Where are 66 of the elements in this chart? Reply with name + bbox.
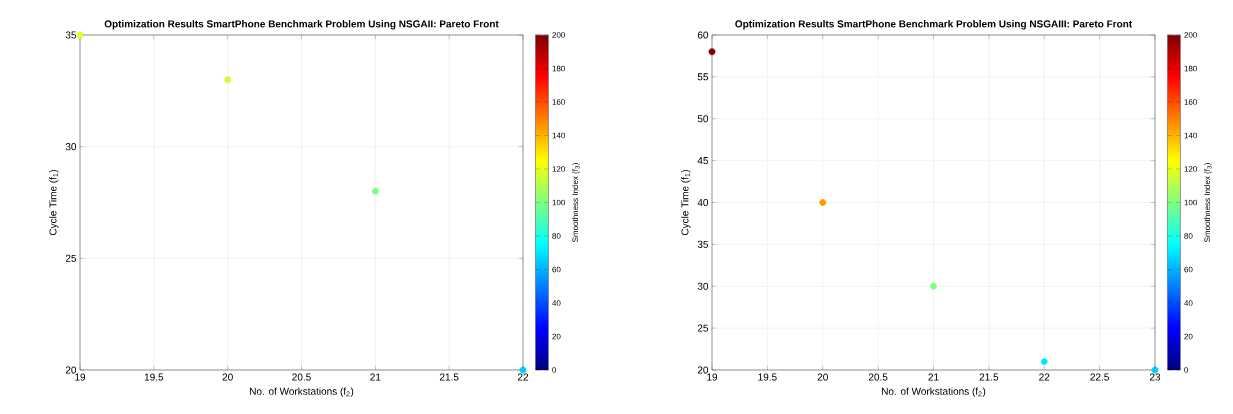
point	[1040, 358, 1048, 366]
x-tick-label: 20.5	[868, 373, 888, 381]
x-tick-label: 19	[75, 373, 86, 381]
y-axis-title: Cycle Time (f$_{1}$)	[681, 169, 691, 236]
x-axis-title: No. of Workstations (f$_{2}$)	[250, 387, 354, 397]
color-bar-label: 120	[1184, 166, 1197, 172]
color-bar-label: 20	[1184, 333, 1193, 340]
y-axis-title: Cycle Time (f$_{1}$)	[49, 169, 59, 236]
x-tick-label: 21.5	[439, 373, 459, 381]
color-bar-label: 40	[552, 300, 561, 306]
y-tick-label: 30	[65, 143, 77, 151]
point	[930, 282, 937, 290]
y-tick-label: 60	[697, 31, 709, 39]
point	[224, 76, 232, 84]
color-bar-label: 60	[1184, 266, 1193, 273]
x-tick-label: 20.5	[292, 373, 311, 381]
color-bar-title: Smoothness Index (f$_{3}$)	[1204, 163, 1212, 243]
y-tick-label: 55	[697, 73, 709, 81]
x-tick-label: 19.5	[758, 373, 777, 381]
chart-title: Optimization Results SmartPhone Benchmark Problem Using NSGAIII: Pareto Front	[735, 20, 1133, 30]
y-tick-label: 20	[697, 366, 709, 374]
color-bar-label: 200	[1184, 32, 1197, 38]
y-tick-label: 45	[697, 157, 709, 165]
point	[819, 199, 827, 206]
color-bar-label: 180	[1184, 65, 1197, 72]
y-tick-label: 35	[65, 31, 77, 39]
color-bar-label: 160	[552, 99, 566, 105]
color-bar-label: 0	[552, 367, 557, 373]
color-bar-label: 100	[552, 199, 566, 206]
color-bar-label: 0	[1184, 367, 1189, 373]
x-tick-label: 20	[817, 373, 828, 381]
x-tick-label: 22	[1039, 373, 1050, 381]
color-bar-label: 20	[552, 333, 561, 340]
y-tick-label: 30	[697, 282, 709, 290]
y-tick-label: 20	[65, 366, 77, 374]
x-tick-label: 21.5	[979, 373, 999, 381]
color-bar-label: 120	[552, 166, 566, 172]
x-tick-label: 19	[707, 373, 718, 381]
x-tick-label: 22	[517, 373, 529, 381]
point	[708, 48, 716, 56]
x-tick-label: 22.5	[1090, 373, 1109, 381]
y-tick-label: 35	[697, 240, 709, 248]
chart-title: Optimization Results SmartPhone Benchmark Problem Using NSGAII: Pareto Front	[104, 20, 499, 30]
color-bar-label: 40	[1184, 300, 1193, 306]
x-tick-label: 21	[928, 373, 939, 381]
x-tick-label: 21	[370, 373, 381, 381]
color-bar-label: 180	[552, 65, 566, 72]
x-axis-title: No. of Workstations (f$_{2}$)	[882, 387, 986, 397]
color-bar-title: Smoothness Index (f$_{3}$)	[572, 163, 580, 243]
y-tick-label: 50	[697, 115, 709, 123]
point	[371, 187, 379, 195]
y-tick-label: 40	[697, 198, 709, 207]
color-bar-label: 80	[1184, 233, 1193, 239]
y-tick-label: 25	[697, 324, 709, 332]
x-tick-label: 20	[222, 373, 233, 381]
color-bar-label: 160	[1184, 99, 1197, 105]
y-tick-label: 25	[65, 254, 77, 262]
color-bar-label: 140	[1184, 132, 1197, 139]
point	[76, 31, 84, 39]
color-bar-label: 100	[1184, 199, 1197, 206]
x-tick-label: 19.5	[144, 373, 164, 381]
color-bar-label: 140	[552, 132, 566, 139]
color-bar-label: 60	[552, 266, 561, 273]
color-bar-label: 200	[552, 32, 566, 38]
color-bar-label: 80	[552, 233, 561, 239]
x-tick-label: 23	[1149, 373, 1161, 381]
